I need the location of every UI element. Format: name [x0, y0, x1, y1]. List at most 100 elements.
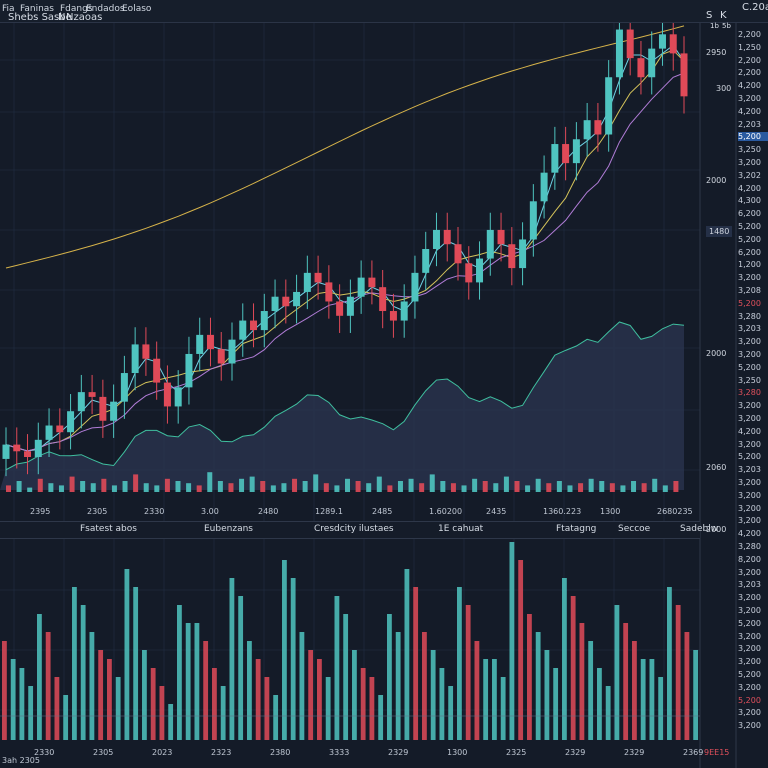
price-tick: 4,300: [738, 196, 761, 206]
candle-body: [476, 258, 484, 283]
candle-body: [605, 77, 613, 135]
price-tick: 6,200: [738, 247, 761, 257]
x-tick-bottom: 2323: [211, 748, 232, 757]
n-button[interactable]: N: [58, 12, 66, 23]
volume-bar: [186, 483, 192, 492]
settings-icon[interactable]: S: [706, 10, 713, 21]
price-axis[interactable]: 2,200 1,250 2,200 2,200 4,200 3,200 4,200 2,203…: [736, 22, 768, 768]
x-tick-bottom: 2369: [683, 748, 704, 757]
candle-body: [142, 344, 150, 359]
histogram-bar: [430, 650, 436, 740]
candle-body: [163, 382, 171, 407]
volume-bar: [450, 483, 456, 492]
histogram-bar: [352, 650, 357, 740]
price-tick: 1,200: [738, 260, 761, 270]
x-tick-bottom: 2305: [93, 748, 114, 757]
volume-bar: [673, 481, 679, 492]
price-tick: 5,200: [738, 452, 761, 462]
volume-bar: [58, 485, 64, 492]
x-tick-top: 1300: [600, 507, 621, 516]
histogram-bar: [255, 659, 261, 740]
price-tick: 2,200: [738, 30, 761, 39]
candle-body: [228, 339, 236, 364]
indicator-tab-2[interactable]: Cresdcity ilustaes: [314, 524, 394, 534]
price-tick: 4,200: [738, 426, 761, 436]
ma-line-0: [5, 44, 685, 452]
volume-bar: [546, 483, 552, 492]
candle-body: [67, 411, 75, 433]
price-tick: 3,200: [738, 401, 761, 411]
candle-body: [34, 439, 42, 458]
menu-item-1[interactable]: Faninas: [20, 4, 54, 14]
price-tick: 4,200: [738, 81, 761, 91]
indicator-tab-0[interactable]: Fsatest abos: [80, 524, 137, 534]
symbol-label[interactable]: Shebs Sasbe: [8, 12, 72, 23]
volume-bar: [652, 478, 658, 492]
bottom-left-label: 3ah 2305: [2, 756, 40, 765]
indicator-tab-4[interactable]: Ftatagng: [556, 524, 597, 534]
candle-body: [271, 296, 279, 312]
menu-item-4[interactable]: Eolaso: [122, 4, 152, 14]
price-tick: 3,200: [738, 350, 761, 359]
x-tick-bottom: 1300: [447, 748, 468, 757]
histogram-bar: [168, 704, 174, 740]
candle-body: [206, 334, 214, 350]
candle-body: [400, 301, 408, 321]
candle-body: [239, 320, 247, 340]
price-tick: 3,200: [738, 682, 761, 692]
x-tick-bottom: 2329: [624, 748, 645, 757]
menu-item-3[interactable]: Endados: [86, 4, 125, 14]
histogram-bar: [413, 587, 419, 740]
indicator-tab-5[interactable]: Seccoe: [618, 524, 651, 534]
price-tick: 3,200: [738, 631, 761, 641]
histogram-bar: [492, 659, 497, 740]
indicator-tab-6[interactable]: Sadeblw: [680, 524, 719, 534]
histogram-bar: [588, 641, 594, 740]
volume-bar: [122, 481, 128, 492]
menu-item-2[interactable]: Fdangs: [60, 4, 93, 14]
price-tick: 4,200: [738, 183, 761, 193]
volume-bar: [535, 478, 541, 492]
price-tick: 5,200: [738, 222, 761, 231]
histogram-bar: [203, 641, 209, 740]
candle-body: [368, 277, 376, 288]
price-tick: 3,208: [738, 286, 761, 295]
volume-bar: [270, 485, 276, 492]
candle-body: [293, 291, 301, 307]
chevron-icon[interactable]: K: [720, 10, 727, 21]
price-tick: 3,203: [738, 580, 761, 590]
volume-bar: [292, 478, 298, 492]
histogram-bar: [579, 623, 585, 740]
x-tick-top: 1360.223: [543, 507, 582, 516]
candle-body: [120, 373, 128, 402]
histogram-bar: [124, 569, 130, 740]
menu-item-0[interactable]: Fia: [2, 4, 15, 14]
indicator-label[interactable]: Nzaoas: [66, 12, 103, 23]
histogram-bar: [194, 623, 200, 740]
x-tick-top: 2480: [258, 507, 279, 516]
histogram-bar: [317, 659, 322, 740]
volume-bar: [101, 478, 107, 492]
volume-bar: [419, 483, 425, 492]
candle-body: [174, 387, 182, 407]
candle-body: [615, 29, 623, 78]
price-tick: 3,200: [738, 503, 761, 513]
price-tick: 3,200: [738, 657, 761, 667]
price-tick: 2,200: [738, 55, 761, 65]
histogram-bar: [369, 677, 375, 740]
indicator-tab-3[interactable]: 1E cahuat: [438, 524, 484, 534]
histogram-bar: [623, 623, 629, 740]
price-tick: 5,200: [738, 362, 761, 372]
histogram-bar: [518, 560, 524, 740]
indicator-tab-1[interactable]: Eubenzans: [204, 524, 253, 534]
histogram-bar: [325, 677, 331, 740]
histogram-bar: [80, 605, 86, 740]
price-tick: 5,200: [738, 298, 761, 308]
histogram-bar: [308, 650, 314, 740]
histogram-bar: [360, 668, 366, 740]
volume-bar: [567, 485, 573, 492]
candle-body: [314, 272, 322, 283]
histogram-bar: [238, 596, 244, 740]
